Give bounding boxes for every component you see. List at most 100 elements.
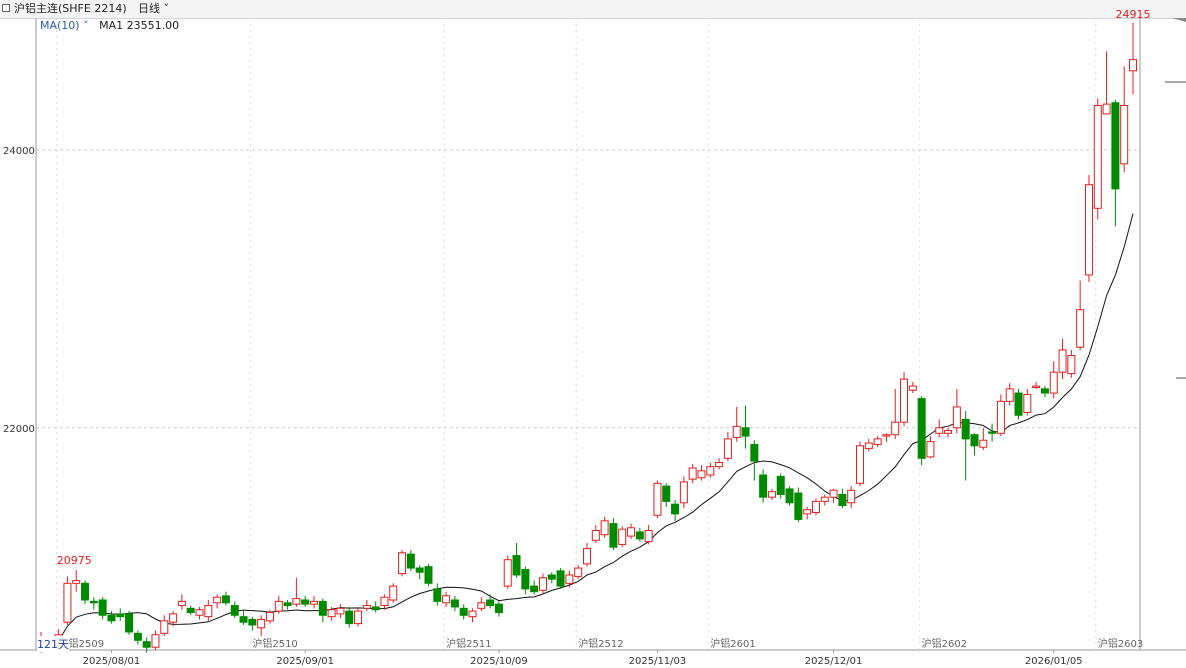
candle-body bbox=[186, 607, 195, 613]
candle-body bbox=[820, 496, 829, 502]
candle-body bbox=[81, 582, 90, 601]
candle-body bbox=[265, 611, 274, 622]
candle-body bbox=[926, 441, 935, 458]
candle-body bbox=[327, 609, 336, 618]
candle-body bbox=[688, 467, 697, 480]
candle-body bbox=[556, 570, 565, 587]
candle-body bbox=[952, 406, 961, 429]
contract-label: 沪铝2511 bbox=[446, 637, 491, 650]
candle-body bbox=[380, 596, 389, 607]
candle-body bbox=[318, 600, 327, 616]
candle-body bbox=[794, 492, 803, 520]
candle-body bbox=[442, 595, 451, 604]
candle-body bbox=[935, 427, 944, 434]
candle-body bbox=[1076, 309, 1085, 348]
candle-body bbox=[459, 607, 468, 616]
candle-body bbox=[723, 438, 732, 459]
candle-body bbox=[230, 605, 239, 616]
candle-body bbox=[72, 580, 81, 584]
candle-body bbox=[1049, 371, 1058, 394]
candle-body bbox=[406, 553, 415, 569]
candle-body bbox=[274, 600, 283, 612]
candle-body bbox=[538, 577, 547, 591]
candle-body bbox=[944, 430, 953, 434]
x-tick-label: 2025/09/01 bbox=[276, 656, 334, 667]
candle-body bbox=[715, 461, 724, 468]
candle-body bbox=[177, 600, 186, 607]
candle-body bbox=[776, 475, 785, 495]
candle-body bbox=[477, 602, 486, 609]
candle-body bbox=[433, 588, 442, 602]
candle-body bbox=[362, 605, 371, 609]
candle-body bbox=[574, 567, 583, 577]
corner-marker bbox=[1172, 18, 1186, 22]
x-tick-label: 2025/08/01 bbox=[83, 656, 141, 667]
candle-body bbox=[838, 493, 847, 507]
candle-body bbox=[424, 566, 433, 584]
candle-body bbox=[354, 610, 363, 625]
candle-body bbox=[1111, 102, 1120, 190]
candle-body bbox=[239, 616, 248, 623]
contract-label: 沪铝2510 bbox=[252, 637, 297, 650]
candle-body bbox=[195, 609, 204, 616]
title-bar: 沪铝主连(SHFE 2214) 日线 ˅ bbox=[0, 0, 1186, 19]
candle-body bbox=[900, 378, 909, 423]
ma-selector[interactable]: MA(10) ˅ bbox=[40, 19, 89, 32]
candle-body bbox=[89, 600, 98, 604]
candle-body bbox=[996, 400, 1005, 434]
contract-label: 沪铝2509 bbox=[59, 637, 104, 650]
candle-body bbox=[662, 485, 671, 502]
candle-body bbox=[503, 559, 512, 587]
candle-body bbox=[591, 530, 600, 541]
candle-body bbox=[961, 418, 970, 440]
candle-body bbox=[1005, 388, 1014, 402]
candle-body bbox=[908, 385, 917, 391]
period-selector[interactable]: 日线 ˅ bbox=[138, 0, 169, 18]
candle-body bbox=[1129, 59, 1137, 72]
candle-body bbox=[301, 599, 310, 605]
candle-body bbox=[530, 585, 539, 593]
candle-body bbox=[310, 600, 318, 605]
candle-body bbox=[1120, 105, 1129, 165]
candle-body bbox=[547, 574, 556, 580]
candle-body bbox=[873, 438, 882, 445]
day-count-label: 121天 bbox=[37, 636, 69, 652]
period-label: 日线 bbox=[138, 2, 160, 15]
candle-body bbox=[803, 509, 812, 515]
indicator-legend: MA(10) ˅ MA1 23551.00 bbox=[40, 19, 179, 33]
candle-body bbox=[847, 489, 856, 504]
chevron-down-icon: ˅ bbox=[79, 19, 89, 32]
candle-body bbox=[1093, 105, 1102, 209]
candle-body bbox=[679, 481, 688, 504]
candle-body bbox=[1014, 392, 1023, 416]
candle-body bbox=[785, 488, 794, 504]
candle-body bbox=[829, 489, 838, 498]
candle-body bbox=[671, 503, 680, 515]
x-tick-label: 2025/11/03 bbox=[629, 656, 687, 667]
candle-body bbox=[759, 474, 768, 498]
candle-body bbox=[63, 582, 72, 623]
candle-body bbox=[1023, 393, 1032, 413]
high-price-label: 24915 bbox=[1116, 8, 1151, 21]
instrument-title: 沪铝主连(SHFE 2214) bbox=[14, 2, 127, 15]
candle-body bbox=[856, 445, 864, 484]
candle-body bbox=[618, 528, 627, 545]
candle-body bbox=[415, 567, 424, 573]
y-tick-label: 24000 bbox=[3, 146, 35, 157]
candle-body bbox=[741, 427, 750, 437]
x-tick-label: 2026/01/05 bbox=[1025, 656, 1083, 667]
candle-body bbox=[1102, 103, 1111, 115]
candle-body bbox=[248, 618, 257, 626]
x-tick-label: 2025/10/09 bbox=[470, 656, 528, 667]
candle-body bbox=[169, 613, 178, 623]
candle-body bbox=[521, 568, 530, 590]
candle-body bbox=[116, 613, 125, 618]
candle-body bbox=[1058, 349, 1067, 373]
candle-body bbox=[970, 434, 979, 447]
candle-body bbox=[257, 618, 266, 629]
candle-body bbox=[512, 555, 521, 576]
candle-body bbox=[494, 603, 503, 613]
candle-body bbox=[221, 595, 230, 604]
ma-selector-label: MA(10) bbox=[40, 19, 80, 32]
